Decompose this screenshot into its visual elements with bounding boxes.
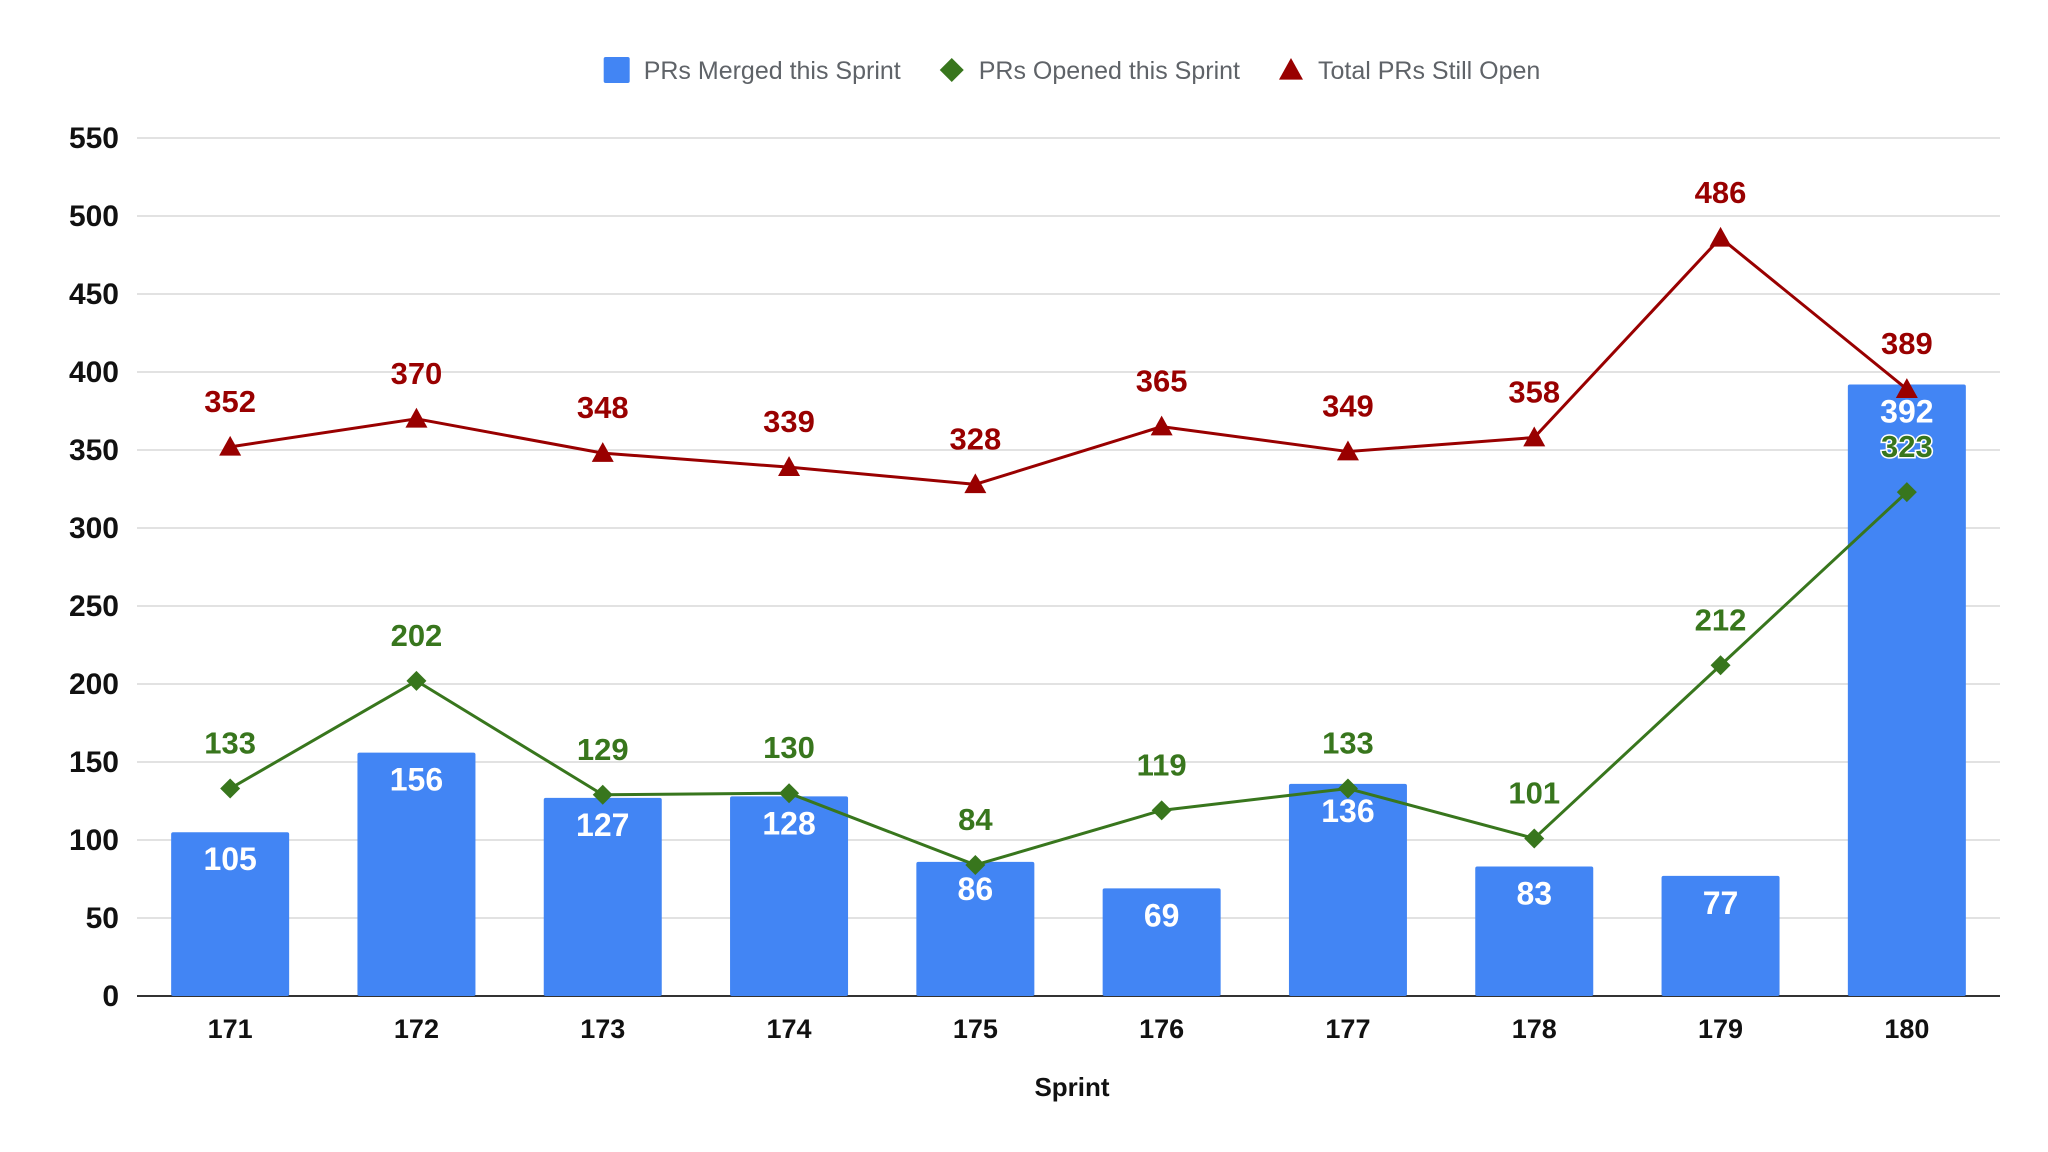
legend-diamond-icon [939, 58, 964, 82]
prs-merged-this-sprint-data-label: 69 [1144, 897, 1180, 933]
prs-opened-this-sprint-marker [1524, 828, 1545, 849]
total-prs-still-open-marker [219, 435, 242, 456]
prs-merged-this-sprint-bar [1475, 866, 1594, 996]
prs-merged-this-sprint-bar [171, 832, 290, 996]
total-prs-still-open-data-label: 370 [391, 356, 443, 391]
prs-opened-this-sprint-marker [220, 778, 241, 799]
prs-opened-this-sprint-data-label: 101 [1508, 775, 1560, 810]
prs-merged-this-sprint-bar [916, 861, 1035, 996]
total-prs-still-open-data-label: 349 [1322, 389, 1374, 424]
prs-merged-this-sprint-data-label: 127 [576, 807, 629, 843]
prs-merged-this-sprint-data-label: 83 [1516, 876, 1552, 912]
total-prs-still-open-marker [964, 473, 987, 494]
x-axis-title: Sprint [1034, 1072, 1109, 1102]
bar-series: 105 156 127 128 86 69 136 83 77 392 [171, 384, 1966, 997]
legend-label-total-prs-still-open: Total PRs Still Open [1318, 57, 1540, 85]
prs-opened-this-sprint-marker [1151, 800, 1172, 821]
prs-opened-this-sprint-data-label: 84 [958, 802, 993, 837]
prs-merged-this-sprint-data-label: 136 [1321, 793, 1374, 829]
prs-opened-this-sprint-marker [1337, 778, 1358, 799]
x-tick-label: 175 [953, 1014, 998, 1044]
prs-opened-this-sprint-data-label: 323 [1881, 429, 1933, 464]
x-tick-label: 180 [1884, 1014, 1929, 1044]
line-series: 133 202 129 130 84 119 133 101 212 323 352 370 348 33… [204, 175, 1934, 875]
prs-merged-this-sprint-data-label: 77 [1703, 885, 1739, 921]
prs-merged-this-sprint-bar [1102, 888, 1221, 996]
y-axis: 0 50 100 150 200 250 300 350 400 450 500 550 [69, 122, 119, 1013]
prs-merged-this-sprint-bar [1288, 783, 1407, 996]
legend-label-prs-opened-this-sprint: PRs Opened this Sprint [979, 57, 1240, 85]
y-tick-label: 150 [69, 746, 119, 779]
prs-merged-this-sprint-bar [543, 797, 662, 996]
prs-merged-this-sprint-data-label: 105 [203, 841, 256, 877]
prs-merged-this-sprint-data-label: 128 [762, 805, 815, 841]
total-prs-still-open-data-label: 348 [577, 390, 629, 425]
total-prs-still-open-marker [405, 407, 428, 428]
prs-opened-this-sprint-marker [406, 670, 427, 691]
prs-opened-this-sprint-data-label: 129 [577, 732, 629, 767]
prs-opened-this-sprint-marker [965, 854, 986, 875]
y-tick-label: 450 [69, 278, 119, 311]
prs-opened-this-sprint-data-label: 133 [1322, 726, 1374, 761]
prs-opened-this-sprint-marker [1710, 655, 1731, 676]
prs-opened-this-sprint-marker [779, 783, 800, 804]
total-prs-still-open-data-label: 358 [1508, 375, 1560, 410]
legend-square-icon [603, 57, 630, 83]
total-prs-still-open-data-label: 486 [1695, 175, 1747, 210]
x-tick-label: 174 [767, 1014, 812, 1044]
prs-merged-this-sprint-bar [1661, 875, 1780, 996]
prs-opened-this-sprint-data-label: 212 [1695, 602, 1747, 637]
total-prs-still-open-line [229, 236, 1908, 486]
x-tick-label: 177 [1325, 1014, 1370, 1044]
prs-opened-this-sprint-marker [1896, 482, 1917, 503]
x-tick-label: 171 [208, 1014, 253, 1044]
prs-opened-this-sprint-data-label: 202 [391, 618, 443, 653]
legend-label-prs-merged-this-sprint: PRs Merged this Sprint [644, 57, 901, 85]
x-tick-label: 172 [394, 1014, 439, 1044]
total-prs-still-open-data-label: 352 [204, 384, 256, 419]
total-prs-still-open-data-label: 365 [1136, 364, 1188, 399]
prs-merged-this-sprint-bar [730, 796, 849, 996]
prs-opened-this-sprint-data-label: 133 [204, 726, 256, 761]
y-tick-label: 0 [102, 980, 119, 1013]
total-prs-still-open-marker [591, 442, 614, 462]
total-prs-still-open-data-label: 339 [763, 404, 815, 439]
total-prs-still-open-marker [1523, 426, 1546, 447]
legend-triangle-icon [1278, 58, 1303, 80]
total-prs-still-open-data-label: 328 [949, 421, 1001, 456]
y-tick-label: 50 [86, 902, 119, 935]
total-prs-still-open-marker [1895, 378, 1918, 398]
y-tick-label: 350 [69, 434, 119, 467]
y-tick-label: 550 [69, 122, 119, 155]
y-tick-label: 300 [69, 512, 119, 545]
x-tick-label: 176 [1139, 1014, 1184, 1044]
prs-opened-this-sprint-line [229, 491, 1908, 867]
x-tick-label: 179 [1698, 1014, 1743, 1044]
x-tick-label: 178 [1512, 1014, 1557, 1044]
total-prs-still-open-marker [1336, 440, 1359, 461]
total-prs-still-open-data-label: 389 [1881, 326, 1933, 361]
prs-merged-this-sprint-bar [357, 752, 476, 996]
prs-opened-this-sprint-data-label: 130 [763, 730, 815, 765]
prs-opened-this-sprint-marker [592, 784, 613, 805]
prs-merged-this-sprint-bar [1847, 384, 1966, 997]
y-tick-label: 250 [69, 590, 119, 623]
x-axis: 171 172 173 174 175 176 177 178 179 180 [208, 1014, 1930, 1044]
y-tick-label: 500 [69, 200, 119, 233]
legend: PRs Merged this Sprint PRs Opened this Sp… [603, 57, 1540, 85]
prs-merged-this-sprint-data-label: 392 [1880, 393, 1933, 429]
total-prs-still-open-marker [778, 456, 801, 476]
total-prs-still-open-marker [1709, 226, 1732, 247]
y-tick-label: 100 [69, 824, 119, 857]
x-tick-label: 173 [580, 1014, 625, 1044]
total-prs-still-open-marker [1150, 415, 1173, 436]
prs-merged-this-sprint-data-label: 156 [390, 762, 443, 798]
y-tick-label: 400 [69, 356, 119, 389]
prs-opened-this-sprint-data-label: 119 [1137, 747, 1187, 782]
prs-merged-this-sprint-data-label: 86 [958, 871, 994, 907]
y-tick-label: 200 [69, 668, 119, 701]
